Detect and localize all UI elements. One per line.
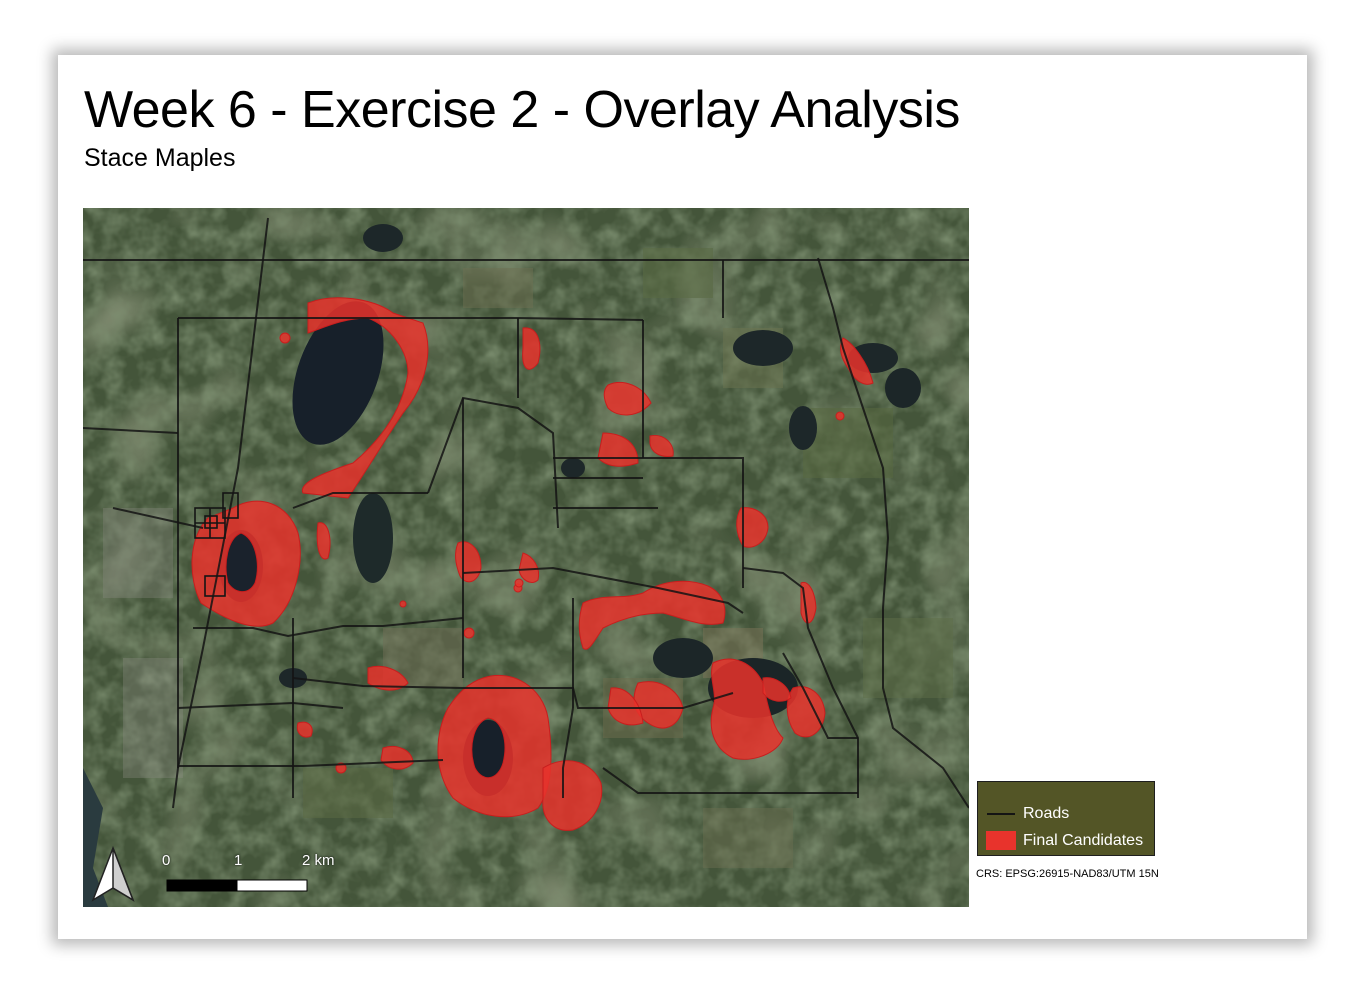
legend-item-final-candidates: Final Candidates (978, 829, 1156, 853)
crs-label: CRS: EPSG:26915-NAD83/UTM 15N (976, 868, 1159, 880)
scale-label-2km: 2 km (302, 852, 335, 869)
map-legend: Roads Final Candidates (977, 781, 1155, 856)
map-canvas (83, 208, 969, 907)
map-title: Week 6 - Exercise 2 - Overlay Analysis (84, 81, 960, 139)
north-arrow-icon (91, 845, 135, 902)
town-grid (194, 492, 239, 597)
candidate-fill-symbol (986, 831, 1016, 850)
scale-label-0: 0 (162, 852, 171, 869)
map-author: Stace Maples (84, 144, 236, 172)
scale-label-1: 1 (234, 852, 243, 869)
legend-label-roads: Roads (1023, 805, 1070, 822)
final-candidates-layer (191, 297, 874, 831)
scale-bar (166, 879, 308, 892)
legend-item-roads: Roads (978, 802, 1156, 826)
roads-layer (83, 217, 969, 809)
road-line-symbol (987, 813, 1015, 815)
legend-label-final-candidates: Final Candidates (1023, 832, 1144, 849)
map-frame[interactable] (83, 208, 969, 907)
